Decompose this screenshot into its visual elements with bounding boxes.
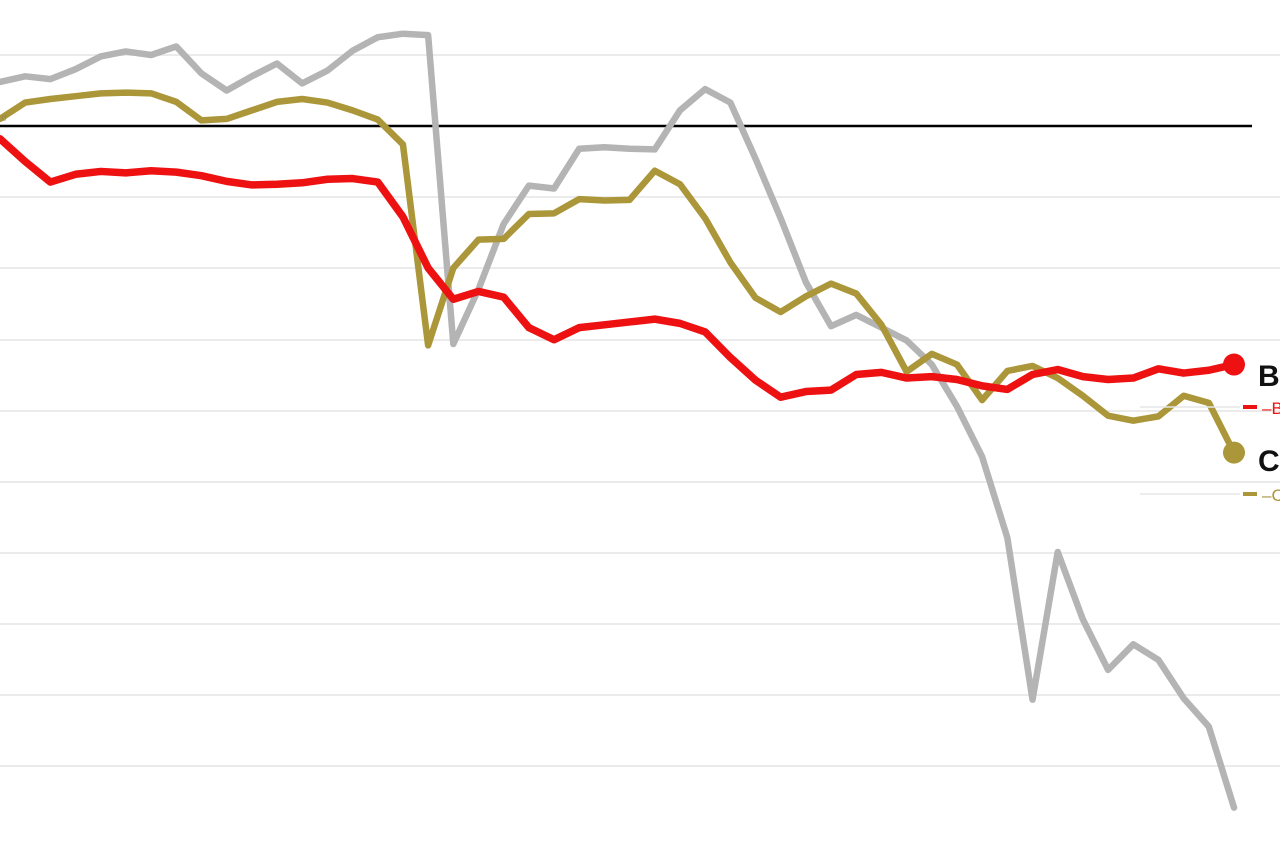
series-end-marker-b	[1223, 353, 1245, 376]
zero-line-label: 0	[2, 114, 7, 123]
legend-label-series-c[interactable]: C	[1258, 445, 1280, 478]
legend-label-series-b[interactable]: B	[1258, 360, 1280, 393]
series-line-c	[0, 89, 1238, 456]
legend-sublabel-series-c[interactable]: –C	[1262, 486, 1280, 505]
series-line-gray	[0, 30, 1238, 811]
series-line-b	[0, 135, 1238, 401]
data-series	[0, 30, 1238, 811]
series-end-markers	[1140, 353, 1257, 496]
series-end-marker-c	[1223, 441, 1245, 464]
legend-sublabel-series-b[interactable]: –B	[1262, 399, 1280, 418]
gridlines	[0, 54, 1280, 767]
